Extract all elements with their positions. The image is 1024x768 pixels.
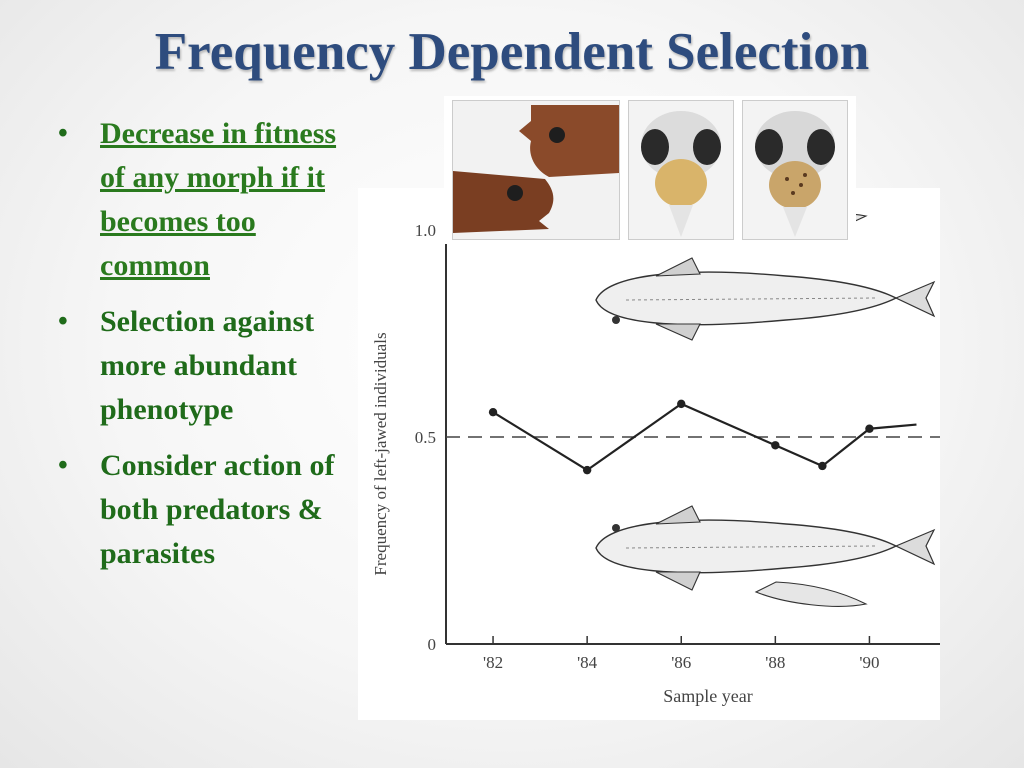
bullet-item: • Consider action of both predators & pa… [58,444,348,576]
chart-figure: 0 0.5 1.0 '82 '84 '86 '88 '90 Frequency of left… [358,188,940,720]
data-point [818,461,827,471]
bullet-text: Consider action of both predators & para… [100,449,335,570]
chart-xlabel: Sample year [663,686,752,706]
larva-photo-1 [628,100,734,240]
fish-heads-photo [452,100,620,240]
x-tick-label: '90 [859,653,879,672]
bullet-text: Selection against more abundant phenotyp… [100,305,315,426]
chart-axes: 0 0.5 1.0 '82 '84 '86 '88 '90 [415,221,940,672]
bullet-dot-icon: • [58,118,68,149]
x-tick-label: '88 [765,653,785,672]
data-point [771,441,780,450]
larva-photo-2 [742,100,848,240]
x-tick-label: '84 [577,653,598,672]
chart-ylabel: Frequency of left-jawed individuals [371,332,390,575]
slide-title: Frequency Dependent Selection [154,23,870,81]
data-point [865,424,874,433]
bullet-text: Decrease in fitness of any morph if it b… [100,117,337,282]
data-point [677,399,686,409]
x-tick-label: '86 [671,653,691,672]
x-tick-label: '82 [483,653,503,672]
bullet-dot-icon: • [58,306,68,337]
data-point [582,465,592,475]
frequency-chart: 0 0.5 1.0 '82 '84 '86 '88 '90 Frequency of left… [371,213,940,706]
right-jawed-fish-illustration [595,505,936,607]
bullet-item: • Selection against more abundant phenot… [58,300,348,432]
y-tick-label: 0 [428,635,437,654]
fish-photo-strip [444,96,856,244]
y-tick-label: 0.5 [415,428,436,447]
chart-series [488,399,917,475]
bullet-item: • Decrease in fitness of any morph if it… [58,112,348,288]
data-point [488,407,498,417]
bullet-list: • Decrease in fitness of any morph if it… [58,112,348,588]
y-tick-label: 1.0 [415,221,436,240]
bullet-dot-icon: • [58,450,68,481]
